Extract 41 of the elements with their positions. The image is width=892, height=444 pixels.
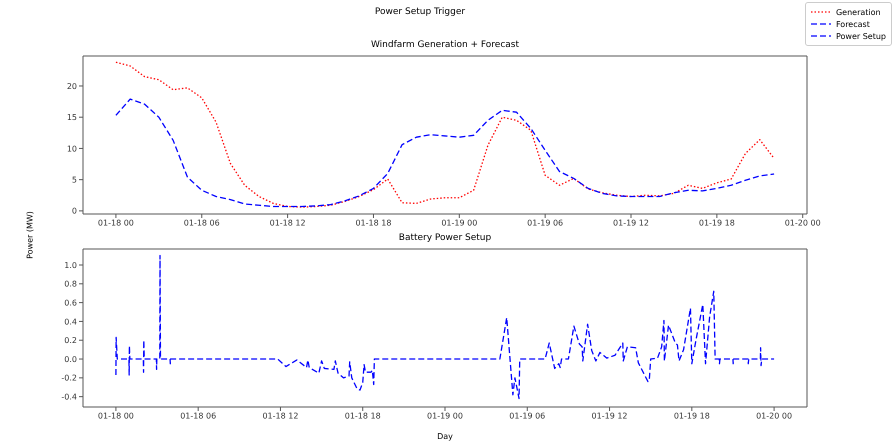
x-tick-label: 01-19 18 [674,412,710,421]
x-tick-label: 01-18 18 [344,412,381,421]
x-tick-label: 01-20 00 [756,412,792,421]
x-tick-label: 01-19 00 [441,218,478,228]
x-tick-label: 01-18 06 [180,412,216,421]
y-tick-label: 5 [72,175,77,184]
y-tick-label: 0.6 [64,298,77,308]
x-axis-title: Day [436,432,454,441]
y-tick-label: 0.8 [64,280,77,289]
y-tick-label: 0.2 [64,336,77,346]
x-tick-label: 01-18 12 [262,412,298,421]
y-tick-label: 1.0 [64,260,77,270]
x-tick-label: 01-19 18 [698,218,735,228]
x-tick-label: 01-19 00 [427,412,463,421]
legend-label: Forecast [836,20,870,28]
x-tick-label: 01-20 00 [784,218,821,228]
x-tick-label: 01-18 18 [355,218,392,228]
line-series [115,98,775,208]
y-tick-label: 10 [66,144,77,154]
x-tick-label: 01-19 12 [592,412,628,421]
x-tick-label: 01-18 00 [98,412,134,421]
text: Power Setup [836,32,886,40]
x-tick-label: 01-19 06 [527,218,564,228]
y-tick-label: -0.2 [61,374,77,383]
y-tick-label: 20 [66,82,77,91]
chart-title: Windfarm Generation + Forecast [370,40,520,50]
x-tick-label: 01-18 12 [270,218,306,228]
text: Power Setup Trigger [374,7,466,17]
line-series [115,62,775,208]
x-tick-label: 01-18 00 [98,218,134,228]
y-axis-title: Power (MW) [26,211,34,259]
x-tick-label: 01-19 06 [509,412,546,421]
legend-label: Generation [836,8,881,16]
y-tick-label: 0.0 [64,354,77,364]
y-tick-label: -0.4 [61,392,77,402]
x-tick-label: 01-19 12 [613,218,649,228]
chart-title: Battery Power Setup [398,233,492,243]
y-tick-label: 0 [72,206,77,216]
y-tick-label: 0.4 [64,317,77,326]
x-tick-label: 01-18 06 [184,218,220,228]
y-tick-label: 15 [66,113,77,122]
